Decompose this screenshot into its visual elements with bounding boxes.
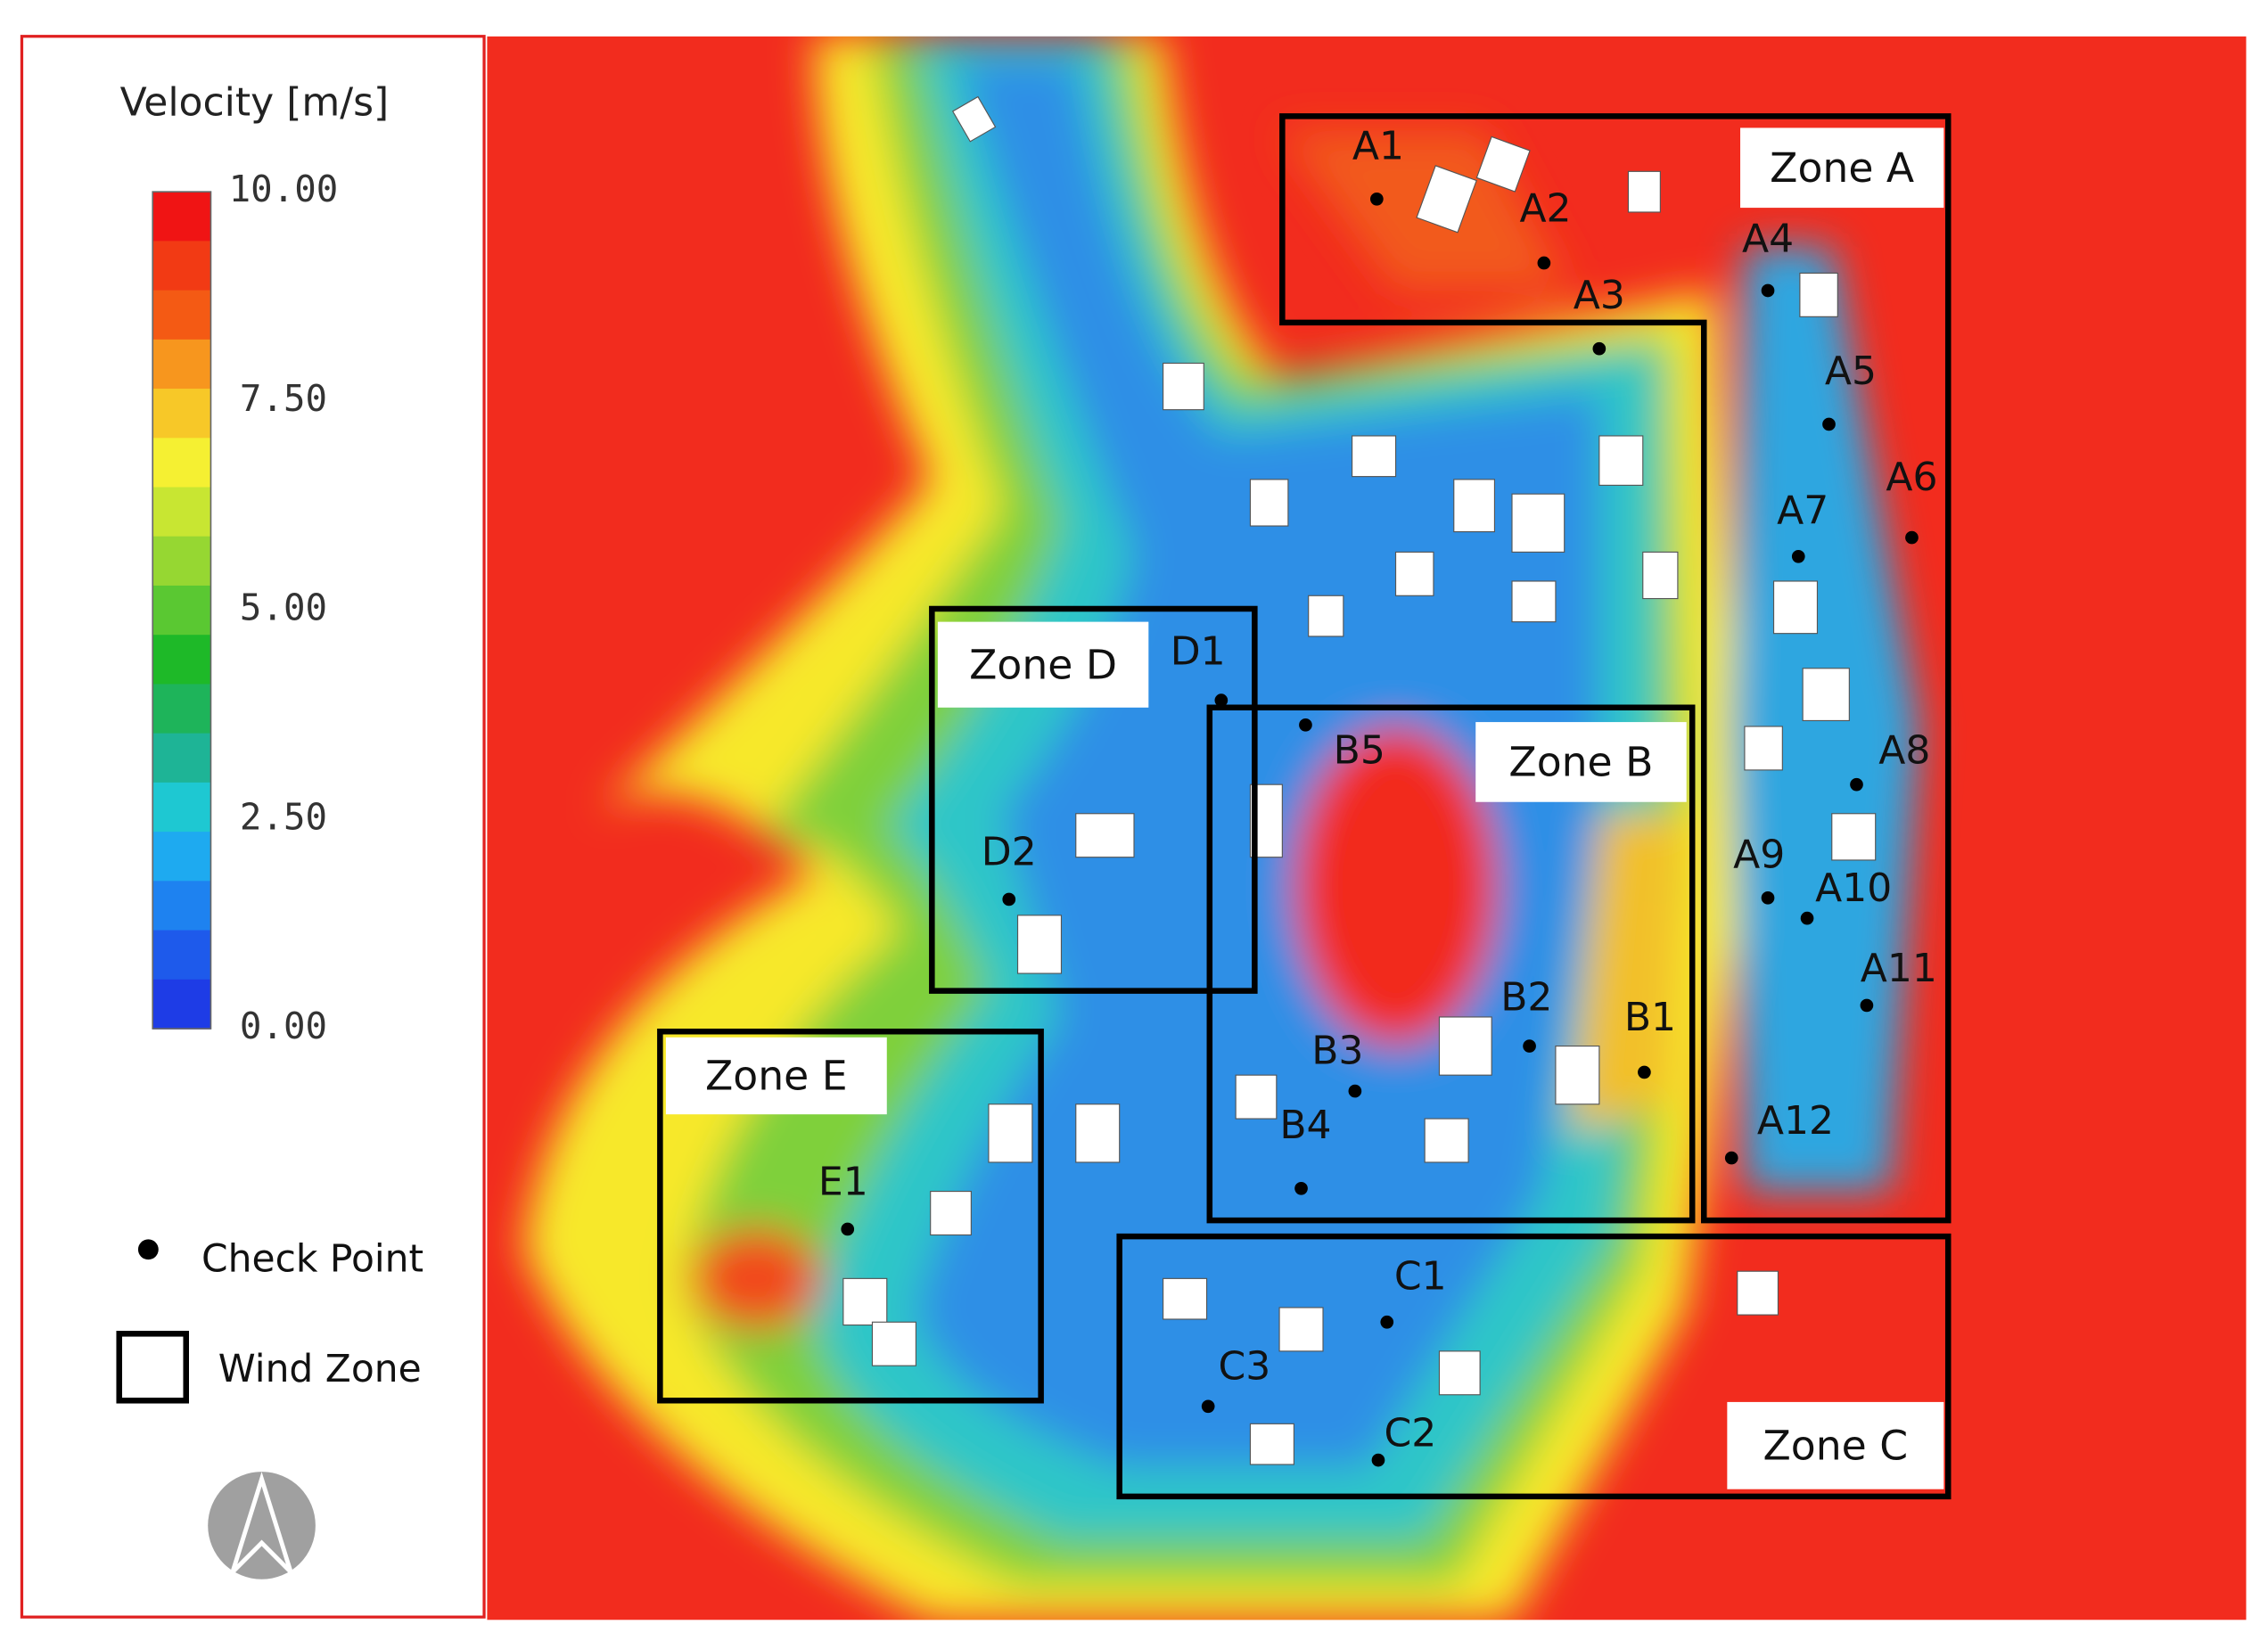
colorbar-label: 10.00 xyxy=(229,168,339,210)
check-point xyxy=(1299,718,1312,732)
legend-panel xyxy=(20,35,486,1619)
check-point xyxy=(1371,1453,1385,1467)
check-point-label: A7 xyxy=(1777,488,1828,533)
colorbar-label: 5.00 xyxy=(240,587,327,629)
zone-label-box xyxy=(1727,1401,1944,1489)
zones: Zone A Zone B Zone C Zone D Zone E xyxy=(657,113,1952,1500)
colorbar-label: 2.50 xyxy=(240,795,327,838)
colorbar-band xyxy=(152,733,211,783)
check-point xyxy=(1592,341,1606,356)
colorbar-label: 7.50 xyxy=(240,377,327,420)
check-point-label: D2 xyxy=(982,829,1037,874)
wind-zone-symbol xyxy=(116,1331,189,1404)
check-point-label: A9 xyxy=(1733,833,1785,878)
colorbar-band xyxy=(152,635,211,685)
check-point-label: A6 xyxy=(1886,455,1937,500)
check-point-label: A2 xyxy=(1519,185,1571,231)
check-point xyxy=(1905,530,1919,545)
colorbar-band xyxy=(152,930,211,980)
zone-outline xyxy=(1116,1233,1952,1500)
check-point xyxy=(841,1222,855,1236)
buildings xyxy=(842,95,1877,1465)
legend-label: Check Point xyxy=(201,1236,423,1280)
check-point-label: A10 xyxy=(1815,866,1892,911)
check-point xyxy=(1348,1084,1362,1098)
colorbar-band xyxy=(152,389,211,439)
check-point-label: A4 xyxy=(1742,217,1794,262)
check-point-label: A3 xyxy=(1574,273,1625,318)
check-point-label: C2 xyxy=(1384,1410,1436,1456)
colorbar-band xyxy=(152,881,211,931)
legend-label: Wind Zone xyxy=(218,1347,422,1391)
zone-label: Zone E xyxy=(705,1053,848,1100)
check-point-label: D1 xyxy=(1171,628,1226,674)
colorbar-band xyxy=(152,536,211,587)
zone-outline xyxy=(1206,704,1696,1224)
colorbar-band xyxy=(152,782,211,833)
colorbar-label: 0.00 xyxy=(240,1005,327,1047)
check-point xyxy=(1822,417,1836,431)
check-point-label: B3 xyxy=(1311,1029,1363,1074)
colorbar-band xyxy=(152,832,211,882)
check-point xyxy=(1860,998,1874,1013)
colorbar-band xyxy=(152,192,211,242)
colorbar-band xyxy=(152,438,211,488)
legend-title: Velocity [m/s] xyxy=(120,79,390,125)
check-point xyxy=(1761,890,1775,905)
zone-outline xyxy=(929,605,1258,994)
check-point xyxy=(1724,1151,1738,1165)
check-point-label: A11 xyxy=(1861,946,1937,991)
check-point-symbol xyxy=(137,1239,159,1260)
check-point xyxy=(1002,892,1016,907)
velocity-map xyxy=(487,36,2247,1620)
check-point-label: E1 xyxy=(818,1159,868,1204)
check-point xyxy=(1294,1181,1308,1195)
check-point xyxy=(1201,1399,1215,1414)
check-point xyxy=(1800,911,1814,925)
check-point-label: A1 xyxy=(1352,123,1404,168)
zone-label: Zone B xyxy=(1508,739,1653,786)
check-point xyxy=(1791,549,1805,563)
colorbar-band xyxy=(152,339,211,390)
check-point-label: A12 xyxy=(1757,1098,1834,1144)
zone-outline xyxy=(1279,113,1952,1224)
check-point xyxy=(1370,192,1384,206)
colorbar-band xyxy=(152,979,211,1030)
zone-label: Zone A xyxy=(1770,144,1914,192)
colorbar-band xyxy=(152,684,211,734)
check-point-label: B4 xyxy=(1279,1103,1331,1148)
zone-label: Zone C xyxy=(1763,1423,1909,1470)
north-arrow xyxy=(208,1472,316,1579)
check-point-label: B5 xyxy=(1334,727,1385,773)
check-point xyxy=(1523,1039,1536,1053)
check-point xyxy=(1537,256,1551,270)
colorbar-frame xyxy=(152,191,212,1030)
colorbar-band xyxy=(152,585,211,636)
zone-outline xyxy=(657,1029,1044,1404)
check-point-label: A5 xyxy=(1825,349,1877,394)
check-point-label: C3 xyxy=(1219,1343,1271,1389)
check-point xyxy=(1380,1315,1394,1329)
colorbar-band xyxy=(152,290,211,340)
check-point xyxy=(1214,693,1228,707)
check-point-label: C1 xyxy=(1394,1253,1447,1299)
check-point xyxy=(1850,777,1863,792)
colorbar: 10.00 7.50 5.00 2.50 0.00 xyxy=(152,168,338,1047)
colorbar-band xyxy=(152,241,211,291)
check-point-label: A8 xyxy=(1878,727,1930,773)
check-point xyxy=(1761,283,1775,298)
check-point-label: B2 xyxy=(1500,974,1552,1020)
zone-label-box xyxy=(1475,722,1687,802)
zone-label: Zone D xyxy=(969,641,1117,688)
zone-label-box xyxy=(937,621,1149,708)
colorbar-band xyxy=(152,487,211,537)
check-point-label: B1 xyxy=(1624,995,1676,1040)
zone-label-box xyxy=(1740,127,1944,209)
check-point xyxy=(1638,1065,1651,1079)
zone-label-box xyxy=(665,1037,887,1115)
